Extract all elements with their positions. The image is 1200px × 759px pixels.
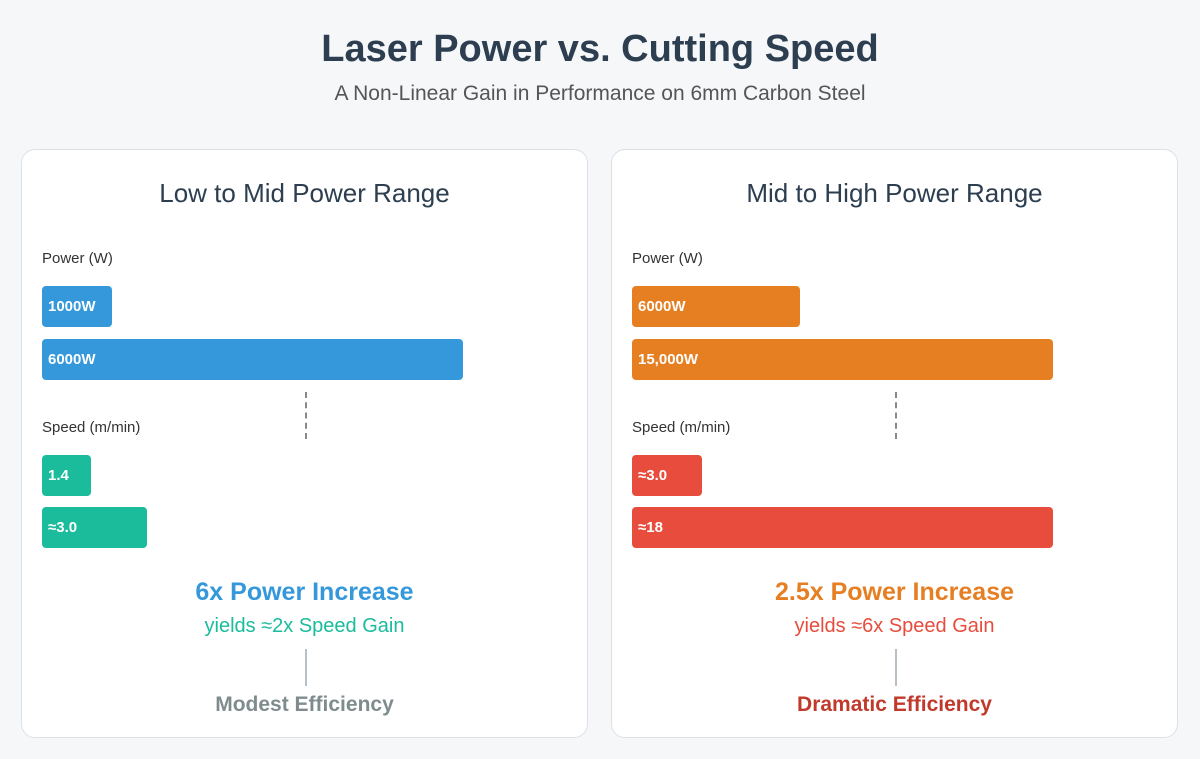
connector-line xyxy=(305,649,307,686)
speed-bar: ≈3.0 xyxy=(632,455,703,496)
power-increase-text: 2.5x Power Increase xyxy=(774,578,1015,606)
speed-gain-text: yields ≈6x Speed Gain xyxy=(794,615,995,637)
power-axis-label: Power (W) xyxy=(42,250,113,267)
speed-bar: ≈3.0 xyxy=(42,507,148,548)
power-bar-label: 6000W xyxy=(638,298,686,315)
panel-title: Low to Mid Power Range xyxy=(159,178,450,208)
speed-gain-text: yields ≈2x Speed Gain xyxy=(204,615,405,637)
power-bar: 1000W xyxy=(42,286,113,327)
power-bar: 15,000W xyxy=(632,339,1053,380)
speed-bar-label: ≈18 xyxy=(638,519,663,536)
efficiency-label: Modest Efficiency xyxy=(215,693,394,716)
panel-title: Mid to High Power Range xyxy=(746,178,1043,208)
chart-panel-1: Low to Mid Power Range Power (W) Speed (… xyxy=(21,149,588,738)
speed-bar-label: ≈3.0 xyxy=(638,467,668,484)
dashed-divider xyxy=(305,392,307,439)
page-subtitle: A Non-Linear Gain in Performance on 6mm … xyxy=(334,82,866,105)
power-bar-label: 1000W xyxy=(48,298,96,315)
power-axis-label: Power (W) xyxy=(632,250,703,267)
chart-panel-2: Mid to High Power Range Power (W) Speed … xyxy=(611,149,1178,738)
power-bar-label: 15,000W xyxy=(638,351,699,368)
page-title: Laser Power vs. Cutting Speed xyxy=(321,28,879,70)
speed-bar: ≈18 xyxy=(632,507,1053,548)
power-bar-label: 6000W xyxy=(48,351,96,368)
connector-line xyxy=(895,649,897,686)
speed-bar: 1.4 xyxy=(42,455,92,496)
power-increase-text: 6x Power Increase xyxy=(195,578,414,606)
power-bar: 6000W xyxy=(42,339,463,380)
speed-bar-label: 1.4 xyxy=(48,467,69,484)
speed-bar-label: ≈3.0 xyxy=(48,519,78,536)
efficiency-label: Dramatic Efficiency xyxy=(797,693,992,716)
power-bar: 6000W xyxy=(632,286,801,327)
dashed-divider xyxy=(895,392,897,439)
speed-axis-label: Speed (m/min) xyxy=(42,419,141,436)
speed-axis-label: Speed (m/min) xyxy=(632,419,731,436)
